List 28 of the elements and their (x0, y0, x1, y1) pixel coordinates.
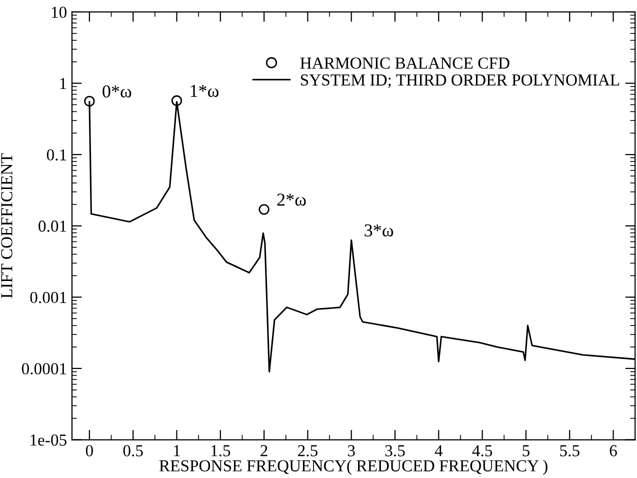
x-tick-label: 3.5 (385, 445, 405, 456)
x-tick-label: 4.5 (472, 445, 492, 456)
legend-label: SYSTEM ID; THIRD ORDER POLYNOMIAL (300, 74, 620, 88)
annotation: 2*ω (277, 194, 306, 206)
x-tick-label: 1.5 (211, 445, 230, 456)
x-tick-label: 6 (610, 445, 617, 456)
y-tick-label: 0.0001 (22, 363, 66, 374)
x-tick-label: 0 (86, 445, 93, 456)
y-tick-label: 1e-05 (30, 434, 66, 446)
x-tick-label: 5.5 (560, 445, 580, 456)
x-tick-label: 0.5 (123, 445, 143, 456)
legend-label: HARMONIC BALANCE CFD (300, 58, 510, 69)
y-axis-title: LIFT COEFFICIENT (1, 153, 12, 298)
y-tick-label: 0.1 (46, 149, 66, 161)
x-tick-label: 4 (434, 445, 443, 456)
y-tick-label: 0.001 (30, 292, 66, 304)
x-tick-label: 5 (522, 445, 530, 456)
y-tick-label: 10 (52, 6, 66, 18)
annotation: 1*ω (190, 84, 218, 97)
y-tick-label: 0.01 (38, 220, 66, 232)
annotation: 3*ω (364, 224, 394, 236)
x-axis-title: RESPONSE FREQUENCY( REDUCED FREQUENCY ) (159, 460, 548, 475)
y-tick-label: 1 (60, 78, 66, 90)
annotation: 0*ω (102, 85, 132, 98)
x-tick-label: 2 (260, 445, 268, 456)
x-tick-label: 3 (348, 445, 355, 456)
x-tick-label: 1 (174, 445, 180, 456)
x-tick-label: 2.5 (298, 445, 318, 456)
